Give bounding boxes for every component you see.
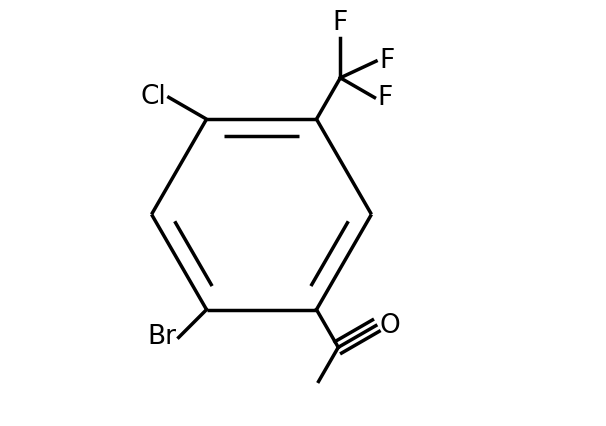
- Text: F: F: [378, 84, 393, 110]
- Text: F: F: [379, 48, 395, 74]
- Text: Cl: Cl: [141, 84, 167, 110]
- Text: Br: Br: [148, 325, 176, 351]
- Text: F: F: [333, 10, 348, 36]
- Text: O: O: [379, 313, 400, 339]
